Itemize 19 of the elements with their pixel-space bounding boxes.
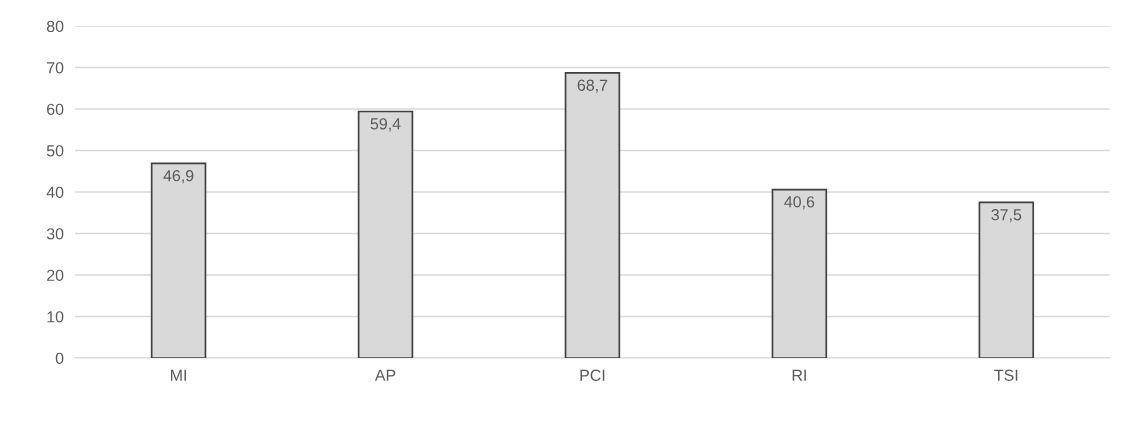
y-tick-label: 10 xyxy=(47,311,64,323)
data-label: 37,5 xyxy=(991,209,1022,223)
data-label: 40,6 xyxy=(784,196,815,210)
x-tick-label: AP xyxy=(374,369,396,381)
y-tick-label: 80 xyxy=(46,20,64,32)
x-tick-label: MI xyxy=(171,369,186,381)
x-tick-label: PCI xyxy=(580,369,605,381)
x-tick-label: RI xyxy=(792,369,806,381)
x-tick-label: TSI xyxy=(994,369,1018,381)
data-label: 59,4 xyxy=(370,118,401,132)
y-tick-label: 60 xyxy=(47,103,64,115)
y-tick-label: 30 xyxy=(46,228,64,240)
data-label: 46,9 xyxy=(163,170,194,184)
data-label: 68,7 xyxy=(577,79,608,93)
y-tick-label: 50 xyxy=(46,145,64,157)
y-tick-label: 20 xyxy=(47,269,64,281)
y-tick-label: 40 xyxy=(46,186,64,198)
y-tick-label: 0 xyxy=(55,352,64,364)
y-tick-label: 70 xyxy=(47,62,64,74)
